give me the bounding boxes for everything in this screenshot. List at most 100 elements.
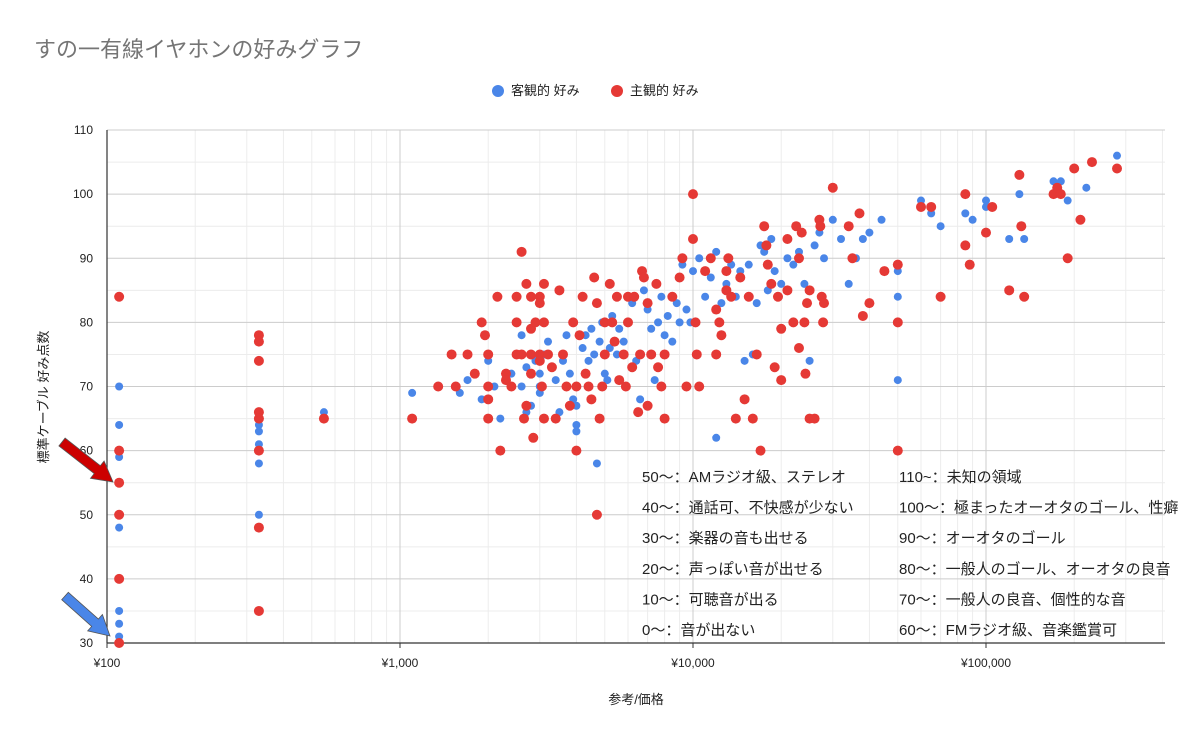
data-point-objective (712, 433, 721, 442)
data-point-objective (650, 376, 659, 385)
data-point-subjective (589, 272, 600, 283)
data-point-subjective (253, 336, 264, 347)
annotation-right: 60～：FMラジオ級、音楽鑑賞可 (899, 622, 1117, 639)
data-point-subjective (762, 259, 773, 270)
data-point-subjective (667, 291, 678, 302)
data-point-subjective (804, 285, 815, 296)
data-point-objective (636, 395, 645, 404)
data-point-subjective (114, 291, 125, 302)
data-point-objective (706, 273, 715, 282)
data-point-objective (865, 228, 874, 237)
data-point-subjective (609, 336, 620, 347)
data-point-objective (877, 215, 886, 224)
data-point-subjective (772, 291, 783, 302)
data-point-objective (1082, 183, 1091, 192)
data-point-subjective (586, 394, 597, 405)
data-point-subjective (526, 368, 537, 379)
data-point-subjective (987, 201, 998, 212)
data-point-subjective (847, 253, 858, 264)
data-point-subjective (739, 394, 750, 405)
data-point-subjective (659, 413, 670, 424)
data-point-subjective (711, 349, 722, 360)
data-point-subjective (583, 381, 594, 392)
data-point-subjective (554, 285, 565, 296)
data-point-subjective (571, 445, 582, 456)
data-point-objective (740, 356, 749, 365)
data-point-objective (1113, 151, 1122, 160)
data-point-subjective (809, 413, 820, 424)
data-point-subjective (642, 400, 653, 411)
data-point-objective (562, 331, 571, 340)
data-point-subjective (546, 362, 557, 373)
data-point-subjective (759, 221, 770, 232)
data-point-subjective (561, 381, 572, 392)
data-point-subjective (521, 278, 532, 289)
data-point-subjective (627, 362, 638, 373)
data-point-objective (783, 254, 792, 263)
data-point-subjective (892, 445, 903, 456)
legend-marker (492, 85, 504, 97)
data-point-objective (572, 427, 581, 436)
data-point-objective (572, 420, 581, 429)
data-point-objective (408, 388, 417, 397)
data-point-subjective (690, 317, 701, 328)
data-point-subjective (536, 381, 547, 392)
data-point-subjective (483, 413, 494, 424)
data-point-subjective (114, 445, 125, 456)
data-point-subjective (800, 368, 811, 379)
data-point-subjective (620, 381, 631, 392)
data-point-subjective (483, 381, 494, 392)
data-point-subjective (511, 291, 522, 302)
annotation-right: 70～：一般人の良音、個性的な音 (899, 591, 1126, 608)
data-point-subjective (751, 349, 762, 360)
data-point-subjective (818, 317, 829, 328)
data-point-objective (544, 337, 553, 346)
data-point-subjective (711, 304, 722, 315)
y-tick-label: 30 (80, 636, 94, 650)
data-point-subjective (815, 221, 826, 232)
data-point-subjective (599, 349, 610, 360)
data-point-subjective (1112, 163, 1123, 174)
data-point-objective (254, 459, 263, 468)
data-point-subjective (614, 375, 625, 386)
data-point-objective (844, 279, 853, 288)
data-point-subjective (530, 317, 541, 328)
data-point-objective (522, 363, 531, 372)
data-point-objective (254, 427, 263, 436)
data-point-subjective (656, 381, 667, 392)
data-point-subjective (681, 381, 692, 392)
data-point-objective (712, 247, 721, 256)
data-point-subjective (694, 381, 705, 392)
major-gridlines (106, 129, 1165, 648)
data-point-subjective (597, 381, 608, 392)
data-point-objective (682, 305, 691, 314)
data-point-subjective (1069, 163, 1080, 174)
data-point-objective (668, 337, 677, 346)
data-point-objective (584, 356, 593, 365)
data-point-subjective (483, 349, 494, 360)
data-point-subjective (799, 317, 810, 328)
data-points (114, 151, 1123, 648)
data-point-subjective (446, 349, 457, 360)
data-point-objective (115, 606, 124, 615)
y-tick-label: 70 (80, 380, 94, 394)
annotation-left: 10～：可聴音が出る (642, 591, 779, 608)
data-point-objective (463, 376, 472, 385)
data-point-subjective (450, 381, 461, 392)
data-point-subjective (604, 278, 615, 289)
data-point-objective (619, 337, 628, 346)
data-point-subjective (618, 349, 629, 360)
data-point-subjective (543, 349, 554, 360)
data-point-subjective (253, 522, 264, 533)
data-point-subjective (651, 278, 662, 289)
annotation-left: 30～：楽器の音も出せる (642, 530, 809, 547)
data-point-objective (592, 459, 601, 468)
data-point-subjective (538, 317, 549, 328)
data-point-subjective (479, 330, 490, 341)
annotation-left: 50～：AMラジオ級、ステレオ (642, 469, 846, 486)
data-point-subjective (591, 509, 602, 520)
y-tick-label: 90 (80, 251, 94, 265)
data-point-subjective (926, 201, 937, 212)
x-axis-title: 参考/価格 (608, 692, 664, 707)
data-point-subjective (659, 349, 670, 360)
